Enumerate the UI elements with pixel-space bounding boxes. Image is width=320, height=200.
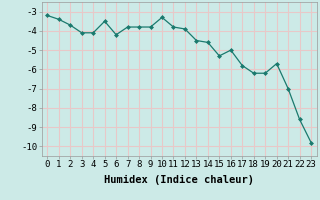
X-axis label: Humidex (Indice chaleur): Humidex (Indice chaleur) <box>104 175 254 185</box>
